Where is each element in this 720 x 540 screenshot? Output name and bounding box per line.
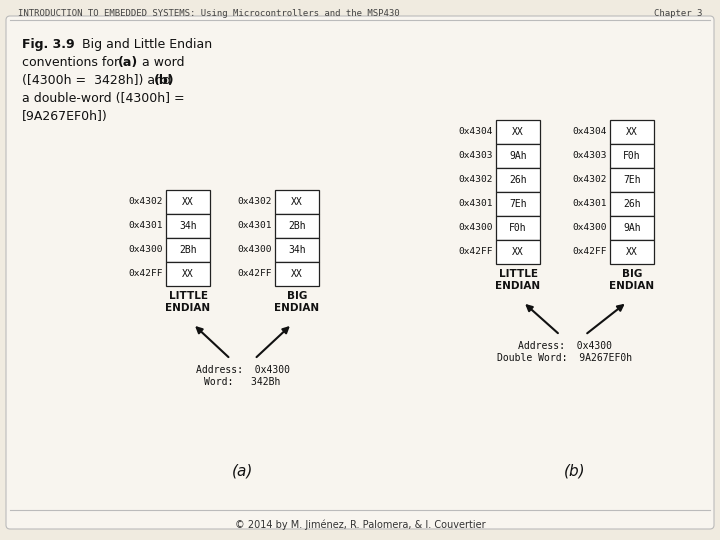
Text: Chapter 3: Chapter 3 (654, 9, 702, 17)
Bar (610, 120, 654, 144)
Bar (496, 144, 540, 168)
Text: Address:  0x4300: Address: 0x4300 (196, 365, 289, 375)
Text: XX: XX (512, 127, 524, 137)
Bar (275, 262, 319, 286)
Bar (610, 168, 654, 192)
Text: 2Bh: 2Bh (179, 245, 197, 255)
Bar (496, 168, 540, 192)
Text: 0x42FF: 0x42FF (459, 247, 493, 256)
Text: a double-word ([4300h] =: a double-word ([4300h] = (22, 92, 184, 105)
Bar (275, 214, 319, 238)
Text: 0x4304: 0x4304 (572, 127, 607, 137)
Text: (b): (b) (154, 74, 175, 87)
Text: Fig. 3.9: Fig. 3.9 (22, 38, 75, 51)
Text: BIG
ENDIAN: BIG ENDIAN (609, 269, 654, 291)
Text: XX: XX (626, 247, 638, 257)
Text: LITTLE
ENDIAN: LITTLE ENDIAN (166, 291, 210, 313)
Text: 26h: 26h (624, 199, 641, 209)
Text: BIG
ENDIAN: BIG ENDIAN (274, 291, 320, 313)
Text: 34h: 34h (288, 245, 306, 255)
Text: 0x4302: 0x4302 (572, 176, 607, 185)
Text: 0x4300: 0x4300 (128, 246, 163, 254)
Bar (496, 120, 540, 144)
Text: Word:   342Bh: Word: 342Bh (204, 377, 281, 387)
Bar (610, 144, 654, 168)
Text: 9Ah: 9Ah (509, 151, 527, 161)
Text: XX: XX (626, 127, 638, 137)
Text: 0x4301: 0x4301 (238, 221, 272, 231)
Text: XX: XX (182, 197, 194, 207)
Text: 0x4303: 0x4303 (459, 152, 493, 160)
Bar (275, 238, 319, 262)
Text: XX: XX (291, 269, 303, 279)
Text: Double Word:  9A267EF0h: Double Word: 9A267EF0h (498, 353, 633, 363)
Text: 7Eh: 7Eh (509, 199, 527, 209)
Text: 0x4301: 0x4301 (128, 221, 163, 231)
Text: 0x42FF: 0x42FF (572, 247, 607, 256)
Bar (496, 192, 540, 216)
Text: 26h: 26h (509, 175, 527, 185)
Text: 0x4302: 0x4302 (238, 198, 272, 206)
Bar (610, 240, 654, 264)
Text: F0h: F0h (624, 151, 641, 161)
Text: 0x4302: 0x4302 (459, 176, 493, 185)
Text: (b): (b) (564, 463, 586, 478)
Bar (610, 192, 654, 216)
Text: 34h: 34h (179, 221, 197, 231)
Text: conventions for: conventions for (22, 56, 123, 69)
Bar (610, 216, 654, 240)
Text: 7Eh: 7Eh (624, 175, 641, 185)
Text: (a): (a) (232, 463, 253, 478)
Bar (166, 214, 210, 238)
Text: ([4300h =  3428h]) and: ([4300h = 3428h]) and (22, 74, 175, 87)
Text: INTRODUCTION TO EMBEDDED SYSTEMS: Using Microcontrollers and the MSP430: INTRODUCTION TO EMBEDDED SYSTEMS: Using … (18, 9, 400, 17)
Text: © 2014 by M. Jiménez, R. Palomera, & I. Couvertier: © 2014 by M. Jiménez, R. Palomera, & I. … (235, 519, 485, 530)
Text: 0x4302: 0x4302 (128, 198, 163, 206)
Text: a word: a word (138, 56, 184, 69)
Text: 0x4301: 0x4301 (572, 199, 607, 208)
Text: 0x42FF: 0x42FF (128, 269, 163, 279)
Text: (a): (a) (118, 56, 138, 69)
Bar (166, 238, 210, 262)
Text: 9Ah: 9Ah (624, 223, 641, 233)
FancyBboxPatch shape (6, 16, 714, 529)
Text: XX: XX (512, 247, 524, 257)
Text: F0h: F0h (509, 223, 527, 233)
Text: 0x4304: 0x4304 (459, 127, 493, 137)
Text: 0x4300: 0x4300 (459, 224, 493, 233)
Text: 0x42FF: 0x42FF (238, 269, 272, 279)
Text: 0x4303: 0x4303 (572, 152, 607, 160)
Text: 0x4300: 0x4300 (238, 246, 272, 254)
Text: LITTLE
ENDIAN: LITTLE ENDIAN (495, 269, 541, 291)
Bar (275, 190, 319, 214)
Bar (166, 190, 210, 214)
Text: XX: XX (291, 197, 303, 207)
Bar (166, 262, 210, 286)
Text: Big and Little Endian: Big and Little Endian (74, 38, 212, 51)
Text: Address:  0x4300: Address: 0x4300 (518, 341, 612, 351)
Text: 0x4301: 0x4301 (459, 199, 493, 208)
Text: [9A267EF0h]): [9A267EF0h]) (22, 110, 108, 123)
Text: 0x4300: 0x4300 (572, 224, 607, 233)
Text: XX: XX (182, 269, 194, 279)
Bar (496, 240, 540, 264)
Text: 2Bh: 2Bh (288, 221, 306, 231)
Bar (496, 216, 540, 240)
